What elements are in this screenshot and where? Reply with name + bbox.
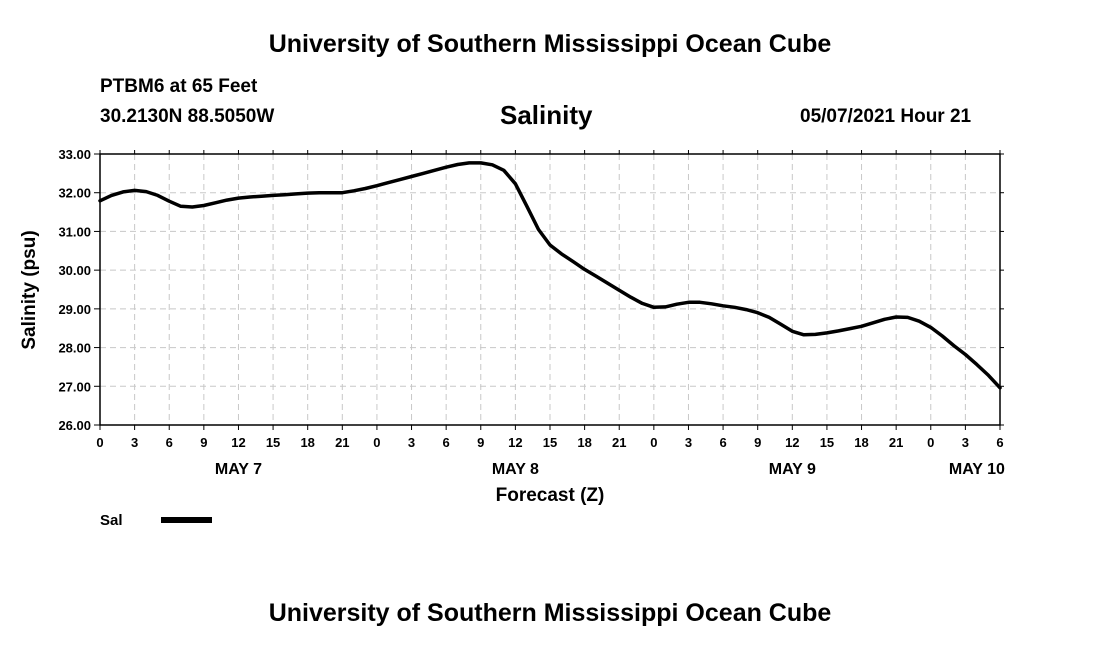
x-tick-label: 6: [719, 435, 726, 450]
chart-title: Salinity: [500, 100, 593, 130]
x-tick-label: 21: [889, 435, 903, 450]
y-tick-label: 31.00: [58, 224, 91, 239]
y-tick-label: 32.00: [58, 186, 91, 201]
x-tick-label: 15: [820, 435, 834, 450]
x-tick-label: 3: [408, 435, 415, 450]
page-title: University of Southern Mississippi Ocean…: [268, 30, 832, 58]
x-tick-label: 0: [373, 435, 380, 450]
x-day-label: MAY 7: [215, 461, 262, 478]
x-tick-label: 9: [200, 435, 207, 450]
y-tick-label: 33.00: [58, 147, 91, 162]
series-line-sal: [98, 161, 1002, 390]
x-tick-label: 6: [996, 435, 1003, 450]
y-tick-label: 30.00: [58, 263, 91, 278]
axes: 26.00 27.00 28.00 29.00 30.00 31.00 32.00 33.00…: [58, 147, 1005, 478]
x-tick-label: 0: [650, 435, 657, 450]
x-day-label: MAY 8: [492, 461, 539, 478]
x-tick-label: 18: [300, 435, 314, 450]
legend-label: Sal: [100, 512, 123, 529]
x-tick-label: 18: [577, 435, 591, 450]
plot-frame: [99, 153, 1001, 426]
legend: Sal: [100, 512, 212, 529]
series-layer: [98, 161, 1002, 390]
y-tick-label: 27.00: [58, 379, 91, 394]
forecast-datetime: 05/07/2021 Hour 21: [800, 106, 972, 127]
y-tick-label: 29.00: [58, 302, 91, 317]
grid-lines: [100, 154, 1000, 425]
x-tick-label: 15: [266, 435, 280, 450]
y-axis-label: Salinity (psu): [19, 230, 40, 349]
y-tick-label: 26.00: [58, 418, 91, 433]
x-tick-label: 6: [443, 435, 450, 450]
x-tick-label: 3: [131, 435, 138, 450]
x-tick-label: 3: [685, 435, 692, 450]
station-coordinates: 30.2130N 88.5050W: [100, 106, 275, 127]
x-tick-label: 3: [962, 435, 969, 450]
x-tick-label: 21: [612, 435, 626, 450]
x-tick-label: 6: [166, 435, 173, 450]
x-tick-label: 18: [854, 435, 868, 450]
x-tick-label: 12: [231, 435, 245, 450]
station-label: PTBM6 at 65 Feet: [100, 76, 258, 97]
x-tick-label: 0: [96, 435, 103, 450]
x-tick-label: 12: [508, 435, 522, 450]
footer-title: University of Southern Mississippi Ocean…: [268, 599, 832, 627]
x-tick-label: 21: [335, 435, 349, 450]
x-axis-label: Forecast (Z): [496, 485, 605, 506]
x-day-label: MAY 9: [769, 461, 816, 478]
x-tick-label: 12: [785, 435, 799, 450]
x-tick-label: 9: [477, 435, 484, 450]
x-tick-label: 15: [543, 435, 557, 450]
x-tick-label: 0: [927, 435, 934, 450]
y-tick-label: 28.00: [58, 341, 91, 356]
x-tick-label: 9: [754, 435, 761, 450]
x-day-label: MAY 10: [949, 461, 1005, 478]
